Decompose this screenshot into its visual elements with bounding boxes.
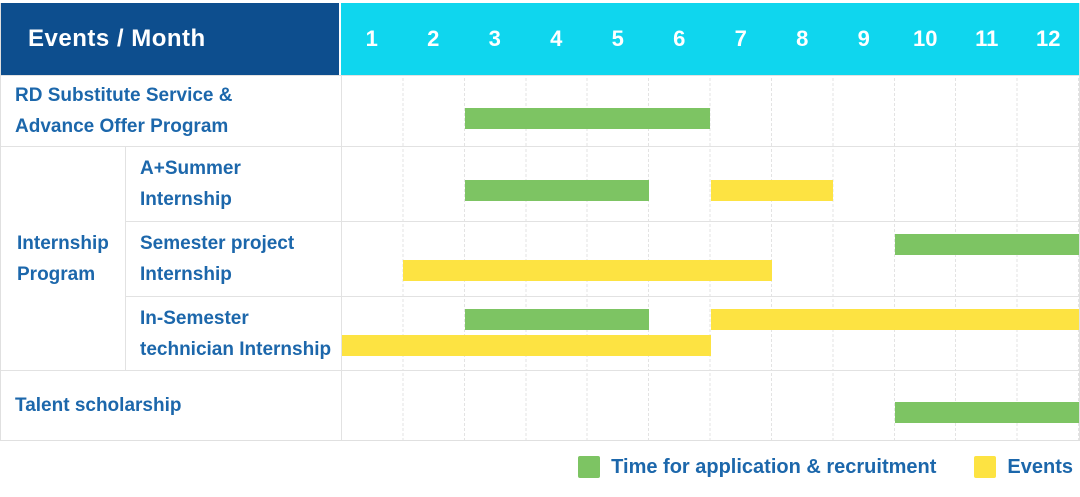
row-label-semester-project: Semester project Internship — [125, 221, 341, 296]
month-tick-10: 10 — [913, 26, 938, 51]
month-tick-5: 5 — [611, 26, 624, 51]
gantt-bar-application — [894, 234, 1079, 255]
row-chart-rd-substitute — [341, 75, 1079, 146]
month-tick-1: 1 — [365, 26, 378, 51]
row-chart-a-plus-summer — [341, 146, 1079, 221]
corner-header-cell: Events / Month — [1, 3, 341, 75]
row-label-in-semester-technician: In-Semester technician Internship — [125, 296, 341, 370]
month-tick-9: 9 — [857, 26, 870, 51]
gantt-bar-events — [342, 335, 711, 356]
gantt-bar-application — [464, 309, 650, 330]
month-tick-11: 11 — [975, 26, 999, 51]
legend-label-application: Time for application & recruitment — [611, 455, 937, 478]
row-label-talent-scholarship: Talent scholarship — [1, 370, 341, 440]
row-label-a-plus-summer: A+Summer Internship — [125, 146, 341, 221]
gantt-bar-events — [403, 260, 772, 281]
gantt-bar-application — [894, 402, 1079, 424]
legend: Time for application & recruitment Event… — [0, 441, 1080, 493]
row-chart-talent-scholarship — [341, 370, 1079, 440]
gantt-bar-application — [464, 180, 650, 202]
row-chart-in-semester-technician — [341, 296, 1079, 370]
gantt-bar-application — [464, 107, 711, 129]
group-label-internship-program: Internship Program — [1, 146, 125, 370]
month-tick-8: 8 — [796, 26, 809, 51]
legend-entry-application: Time for application & recruitment — [578, 456, 936, 479]
month-tick-12: 12 — [1036, 26, 1061, 51]
month-tick-6: 6 — [673, 26, 686, 51]
application-swatch-icon — [578, 456, 601, 478]
month-tick-2: 2 — [427, 26, 440, 51]
legend-label-events: Events — [1007, 455, 1073, 478]
table-title: Events / Month — [28, 25, 206, 52]
events-swatch-icon — [974, 456, 997, 478]
events-month-gantt-table: Events / Month 1 2 3 4 5 6 7 8 9 10 11 1… — [0, 3, 1080, 441]
month-header-row: 1 2 3 4 5 6 7 8 9 10 11 12 — [341, 3, 1079, 75]
row-label-rd-substitute: RD Substitute Service & Advance Offer Pr… — [1, 75, 341, 146]
month-tick-3: 3 — [488, 26, 501, 51]
legend-entry-events: Events — [974, 456, 1073, 479]
gantt-bar-events — [710, 180, 834, 202]
month-tick-4: 4 — [550, 26, 563, 51]
month-tick-7: 7 — [734, 26, 747, 51]
gantt-bar-events — [710, 309, 1079, 330]
row-chart-semester-project — [341, 221, 1079, 296]
